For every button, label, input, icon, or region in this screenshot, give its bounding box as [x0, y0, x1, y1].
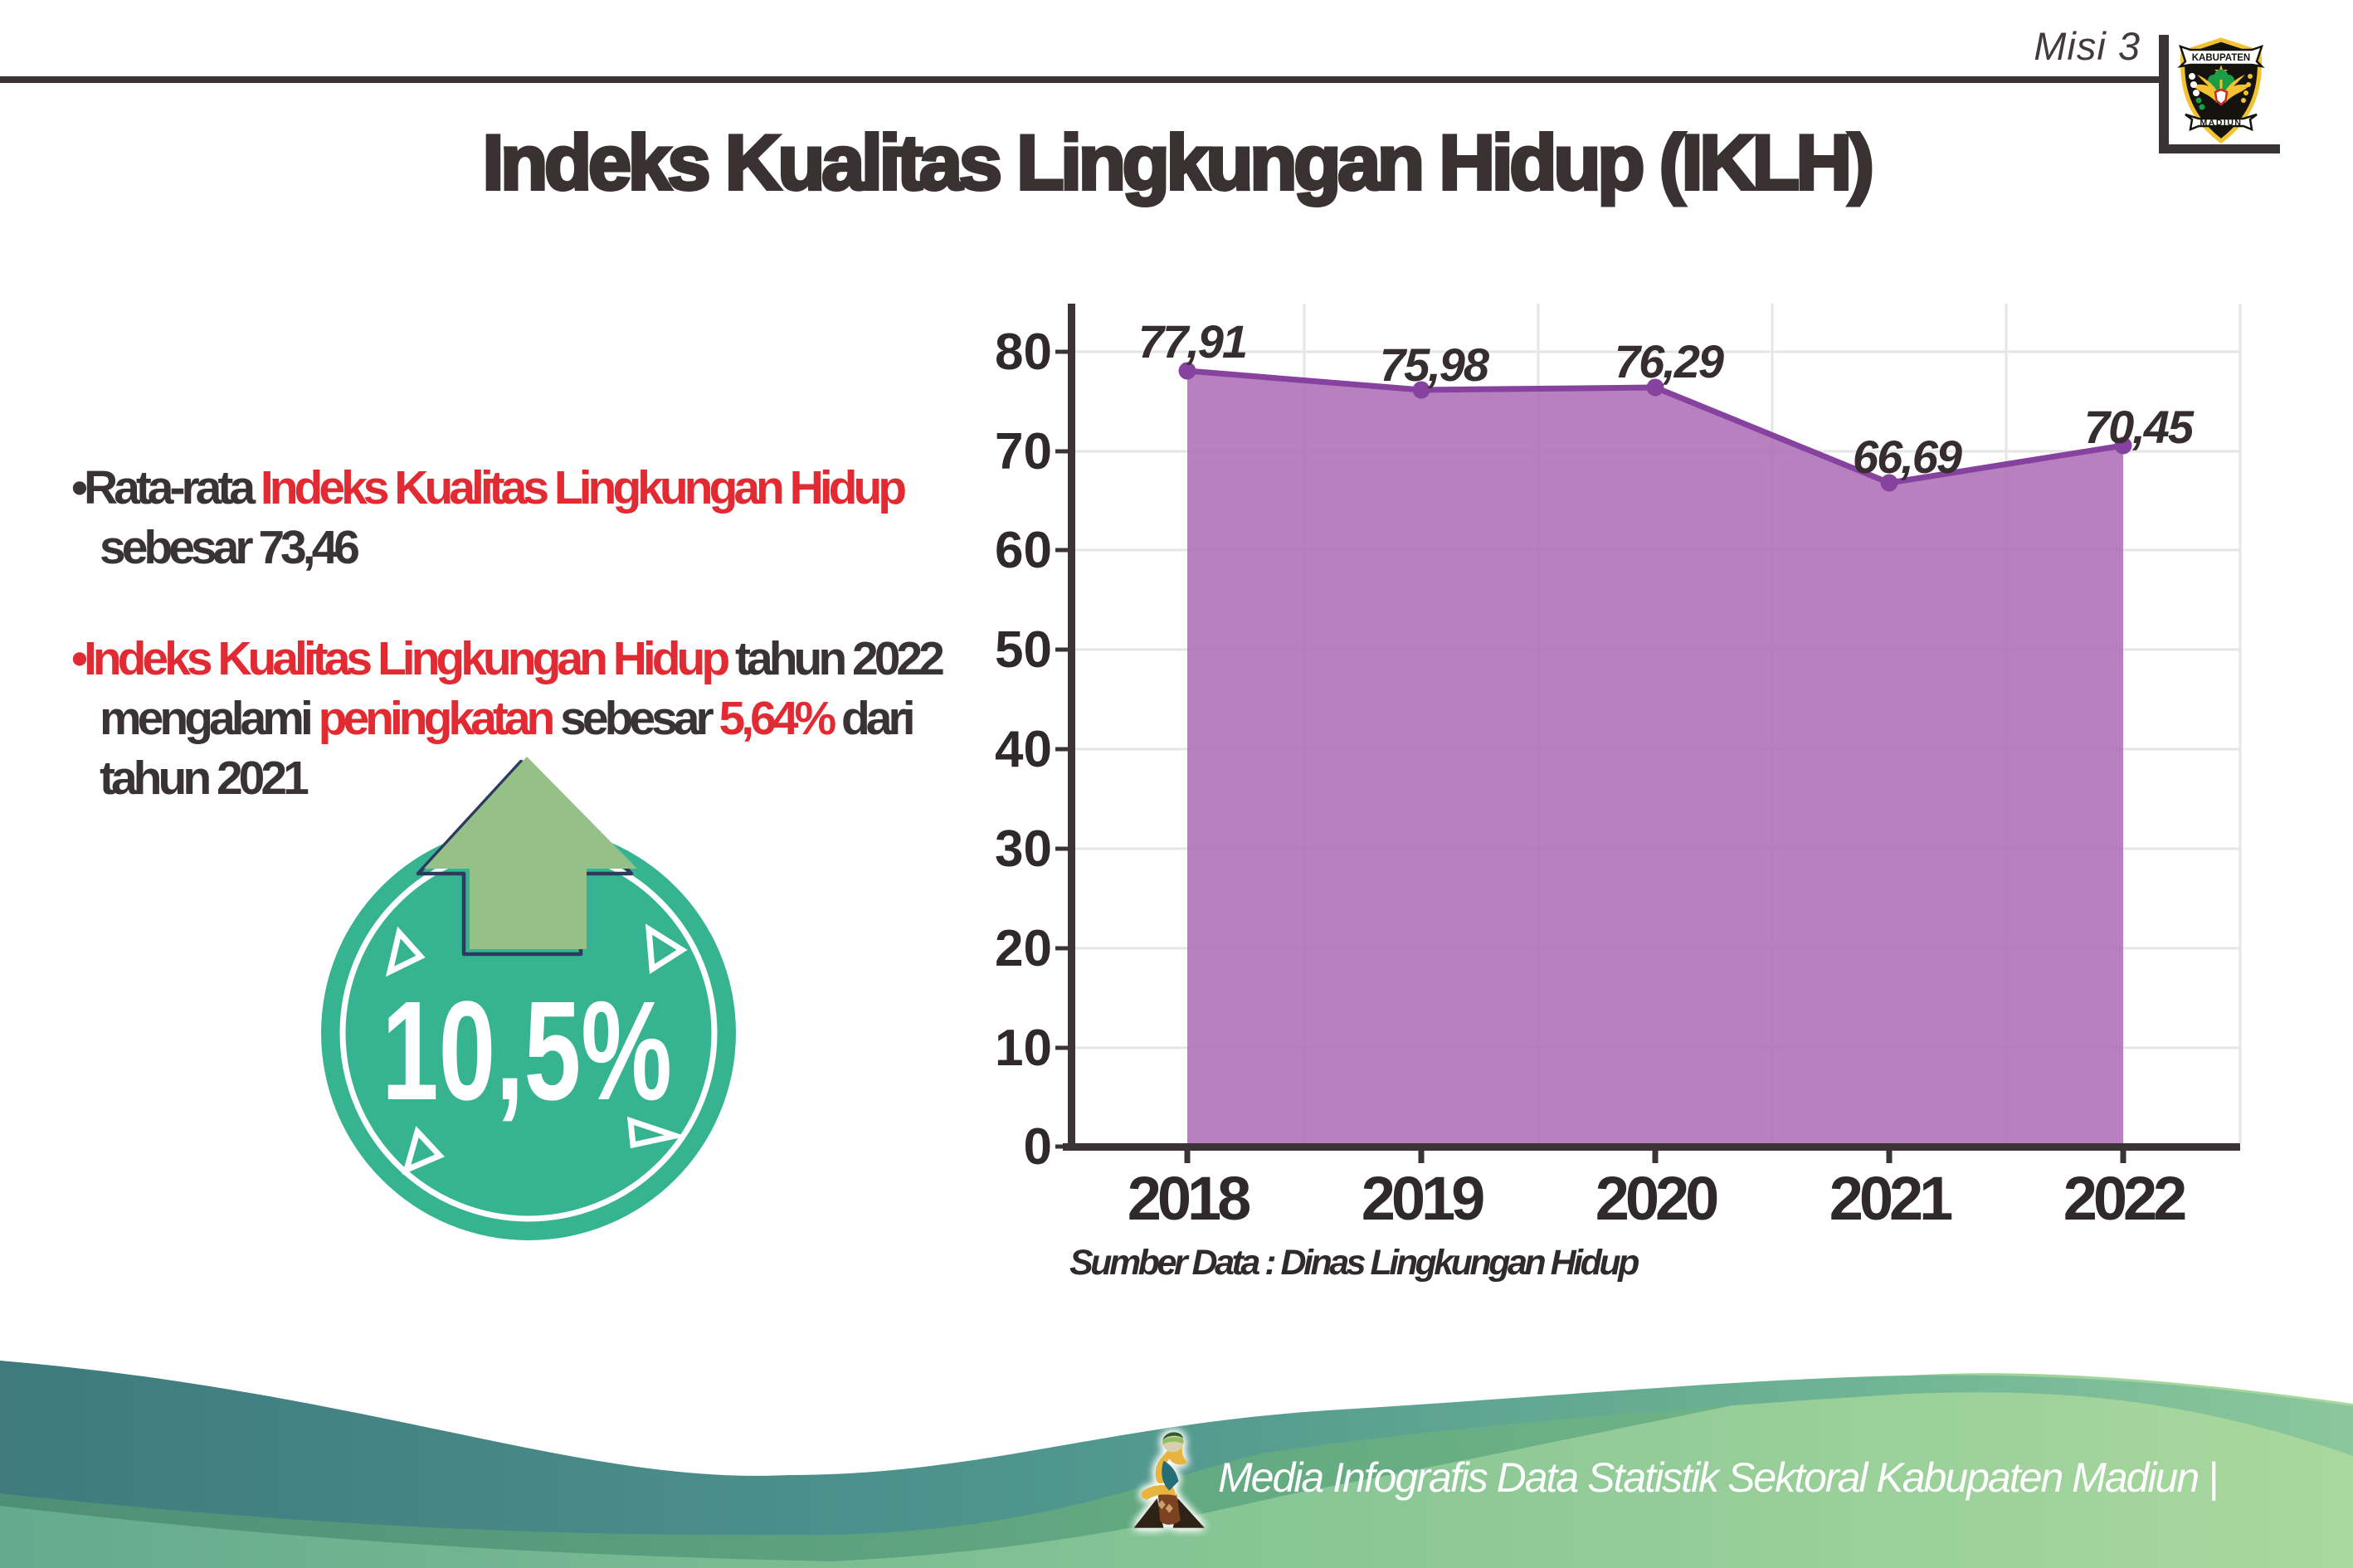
svg-text:2020: 2020 [1595, 1164, 1717, 1233]
svg-text:20: 20 [995, 920, 1052, 977]
svg-text:80: 80 [995, 324, 1052, 381]
svg-text:2021: 2021 [1829, 1164, 1952, 1233]
svg-text:10: 10 [995, 1020, 1052, 1077]
svg-text:75,98: 75,98 [1380, 338, 1490, 391]
svg-text:76,29: 76,29 [1615, 335, 1724, 387]
svg-text:10,5%: 10,5% [382, 972, 672, 1130]
svg-text:0: 0 [1024, 1118, 1052, 1176]
svg-text:MADIUN: MADIUN [2200, 118, 2243, 128]
svg-text:KABUPATEN: KABUPATEN [2192, 53, 2251, 63]
svg-text:2022: 2022 [2063, 1164, 2185, 1233]
svg-text:2018: 2018 [1128, 1164, 1250, 1233]
svg-text:70,45: 70,45 [2084, 401, 2195, 453]
svg-text:30: 30 [995, 821, 1052, 878]
svg-text:40: 40 [995, 721, 1052, 778]
svg-text:77,91: 77,91 [1138, 315, 1246, 368]
svg-text:60: 60 [995, 522, 1052, 579]
svg-text:70: 70 [995, 423, 1052, 480]
svg-text:2019: 2019 [1362, 1164, 1483, 1233]
svg-text:66,69: 66,69 [1853, 431, 1962, 483]
svg-text:50: 50 [995, 621, 1052, 679]
